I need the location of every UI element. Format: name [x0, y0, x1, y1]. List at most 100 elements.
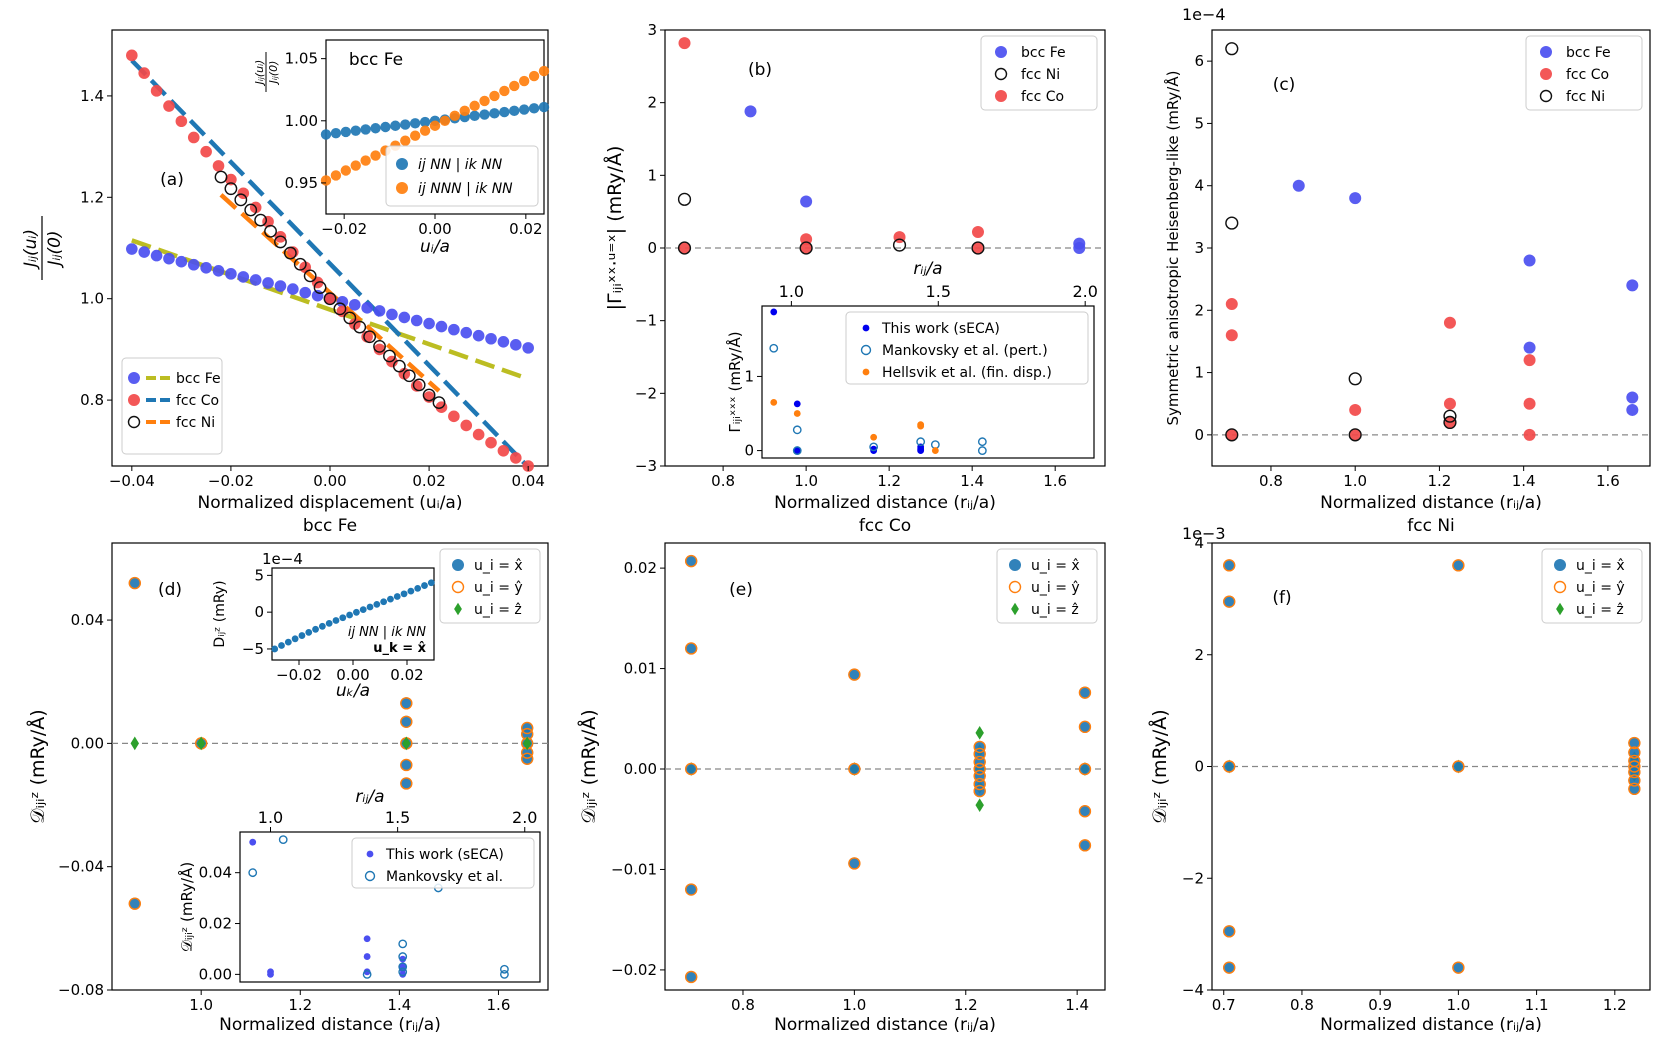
data-point: [1223, 559, 1236, 572]
data-point: [348, 298, 361, 311]
x-axis-label: Normalized distance (rᵢⱼ/a): [774, 1015, 996, 1035]
legend-label: u_i = ẑ: [1031, 602, 1079, 618]
data-point: [1443, 397, 1456, 410]
data-point: [1078, 805, 1091, 818]
inset-data-point: [362, 969, 372, 979]
data-point: [1223, 595, 1236, 608]
data-point: [264, 224, 277, 238]
inset-data-point: [500, 969, 509, 979]
data-point: [1078, 686, 1091, 699]
inset-data-point: [363, 953, 371, 960]
y-axis-label: |Γᵢⱼᵢˣˣ·ᵘ⁼ˣ| (mRy/Å): [603, 146, 626, 311]
y-axis-text: 𝒟ᵢⱼᵢᶻ (mRy/Å): [1148, 709, 1171, 823]
legend-marker: [127, 415, 141, 429]
inset-data-point: [518, 75, 530, 87]
inset-data-point: [393, 593, 401, 600]
inset-x-tick-label: 1.5: [926, 282, 951, 301]
inset-data-point: [770, 398, 778, 406]
data-point: [1523, 397, 1536, 410]
data-point: [684, 762, 698, 776]
data-point: [1523, 254, 1536, 267]
y-tick-label: 4: [1194, 177, 1204, 195]
data-point: [163, 100, 175, 112]
data-point: [363, 330, 377, 344]
inset-data-point: [249, 838, 257, 846]
y-tick-label: 0.01: [624, 660, 657, 678]
data-point: [398, 311, 411, 324]
data-point: [1292, 179, 1305, 192]
x-tick-label: 1.2: [288, 996, 312, 1014]
data-point: [472, 428, 485, 441]
panel-e: 0.8 1.0 1.2 1.4 −0.02 −0.01 0.00 0.01 0.02 fcc Co…: [577, 516, 1106, 1035]
data-point: [1452, 961, 1465, 974]
data-point: [973, 755, 986, 769]
inset-legend-label: ij NNN | ik NN: [418, 181, 513, 197]
inset-y-tick-label: 0.95: [285, 174, 318, 192]
inset-data-point: [917, 447, 925, 454]
data-point: [848, 762, 861, 776]
inset-data-point: [267, 970, 274, 978]
data-point: [283, 246, 297, 260]
legend-marker: [1540, 46, 1552, 58]
data-point: [848, 763, 861, 776]
x-axis-label: Normalized distance (rᵢⱼ/a): [1320, 1015, 1542, 1035]
data-point: [343, 311, 357, 325]
legend-label: u_i = ŷ: [474, 580, 523, 596]
data-point: [432, 396, 446, 410]
inset-data-point: [499, 85, 510, 97]
inset-top-frame: [271, 567, 435, 661]
inset-data-point: [339, 614, 347, 622]
inset-data-point: [278, 642, 285, 649]
inset-x-tick-label: 0.02: [509, 220, 542, 238]
y-tick-label: −1: [635, 312, 657, 330]
data-point: [1225, 42, 1239, 56]
inset-annotation: ij NN | ik NN: [348, 625, 426, 640]
data-point: [677, 192, 692, 206]
legend-marker: [995, 46, 1007, 58]
inset-y-tick-label: 0: [744, 442, 754, 460]
data-point: [892, 238, 907, 252]
data-point: [1628, 737, 1641, 750]
data-point: [200, 261, 212, 274]
legend-box: [845, 311, 1089, 385]
data-point: [677, 241, 692, 255]
data-point: [244, 203, 258, 217]
x-tick-label: 0.00: [313, 472, 346, 490]
data-point: [685, 763, 698, 776]
panel-title: fcc Ni: [1407, 516, 1455, 536]
inset-data-point: [399, 955, 407, 963]
data-point: [150, 85, 163, 97]
inset-data-point: [284, 638, 292, 646]
legend-label: bcc Fe: [176, 371, 221, 387]
inset-y-den: Jᵢⱼ(0): [267, 61, 280, 86]
inset-data-point: [489, 90, 500, 102]
data-point: [1223, 961, 1236, 974]
inset-data-point: [421, 582, 428, 589]
y-axis-label: 𝒟ᵢⱼᵢᶻ (mRy/Å): [26, 709, 49, 823]
inset-data-point: [459, 105, 470, 117]
y-tick-label: 2: [1194, 301, 1204, 319]
inset-x-tick-label: 0.00: [418, 220, 451, 238]
legend-label: u_i = ŷ: [1031, 580, 1080, 596]
data-point: [412, 378, 426, 392]
y-tick-label: 0.02: [624, 559, 657, 577]
inset-data-point: [325, 619, 333, 627]
panel-d: 1.0 1.2 1.4 1.6 −0.08 −0.04 0.00 0.04 bcc Fe Norm…: [26, 516, 549, 1035]
data-point: [200, 145, 212, 158]
data-point: [685, 883, 698, 896]
y-tick-label: −2: [1182, 869, 1204, 887]
data-point: [274, 235, 287, 249]
inset-annotation: u_k = x̂: [373, 641, 426, 656]
data-point: [383, 349, 396, 363]
inset-x-tick-label: −0.02: [321, 220, 367, 238]
inset-data-point: [398, 952, 408, 961]
data-point: [126, 243, 138, 255]
data-point: [128, 897, 141, 910]
data-point: [1626, 391, 1639, 404]
y-tick-label: 2: [647, 94, 657, 112]
data-point: [684, 970, 698, 984]
inset-data-point: [518, 104, 530, 115]
legend-label: fcc Co: [1566, 67, 1609, 83]
data-point: [293, 257, 307, 271]
data-point: [1073, 242, 1086, 254]
